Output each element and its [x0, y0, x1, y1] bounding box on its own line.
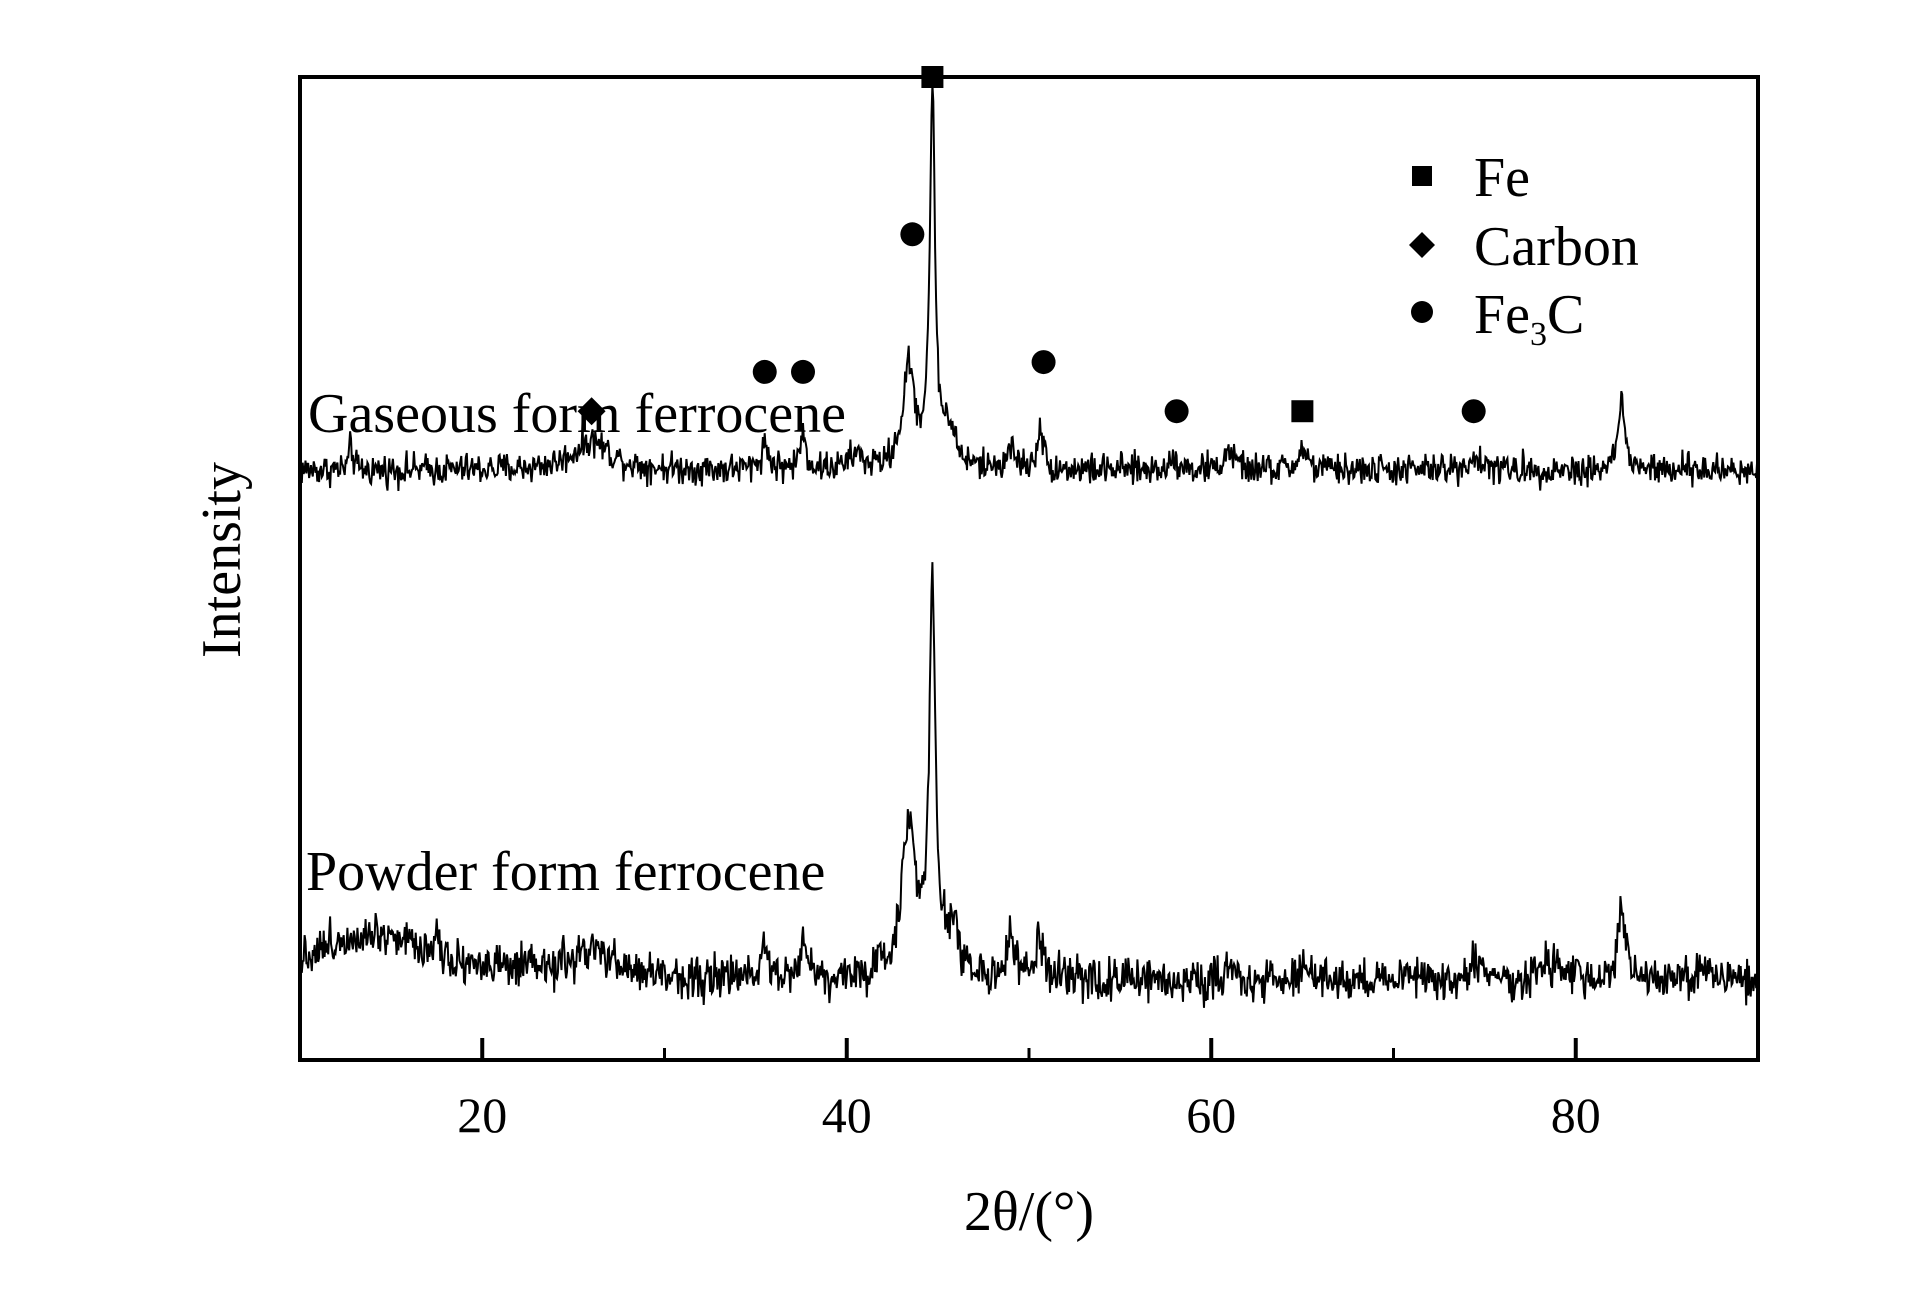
fe3c-peak-marker	[1461, 399, 1486, 424]
legend-label-fe3c-base: Fe	[1474, 284, 1530, 346]
fe3c-peak-marker	[1164, 399, 1189, 424]
carbon-peak-marker	[577, 397, 606, 426]
series-label-powder: Powder form ferrocene	[306, 841, 825, 903]
legend-square-icon	[1412, 166, 1432, 186]
legend-label-fe3c-subscript: 3	[1530, 316, 1547, 353]
peak-marker-layer	[577, 66, 1486, 426]
fe-peak-marker	[1291, 400, 1314, 423]
series-line-gaseous	[299, 84, 1759, 492]
series-line-powder	[299, 562, 1759, 1008]
legend-circle-icon	[1411, 301, 1433, 323]
legend-label-fe3c: Fe3C	[1474, 284, 1584, 353]
legend-diamond-icon	[1409, 232, 1435, 258]
x-tick-label: 60	[1186, 1087, 1236, 1143]
legend-label-carbon: Carbon	[1474, 216, 1639, 278]
series-layer	[299, 84, 1759, 1008]
legend: Fe Carbon Fe3C	[1409, 147, 1639, 353]
x-axis-title: 2θ/(°)	[964, 1181, 1094, 1243]
x-tick-label: 80	[1551, 1087, 1601, 1143]
legend-label-fe: Fe	[1474, 147, 1530, 209]
fe3c-peak-marker	[752, 359, 777, 384]
x-axis-ticks: 20 40 60 80	[457, 1038, 1601, 1143]
fe3c-peak-marker	[900, 222, 925, 247]
series-label-gaseous: Gaseous form ferrocene	[308, 383, 846, 445]
legend-label-fe3c-suffix: C	[1547, 284, 1584, 346]
x-tick-label: 40	[822, 1087, 872, 1143]
fe3c-peak-marker	[791, 359, 816, 384]
x-tick-label: 20	[457, 1087, 507, 1143]
y-axis-title: Intensity	[191, 462, 253, 658]
fe3c-peak-marker	[1031, 350, 1056, 375]
fe-peak-marker	[921, 66, 944, 88]
